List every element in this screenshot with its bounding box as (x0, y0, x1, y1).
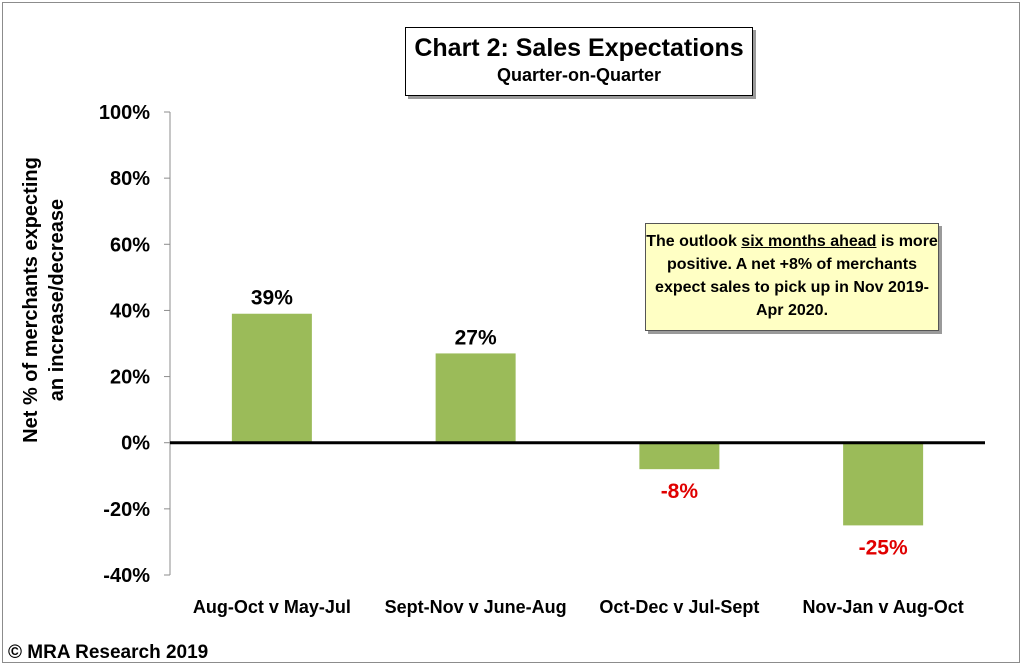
x-category-label: Aug-Oct v May-Jul (193, 597, 351, 617)
x-category-label: Nov-Jan v Aug-Oct (802, 597, 963, 617)
y-axis-label-line-2: an increase/decrease (46, 198, 68, 402)
y-tick-label: 100% (99, 102, 150, 124)
title-box: Chart 2: Sales Expectations Quarter-on-Q… (405, 27, 753, 96)
annotation-text-end: is more positive. A net +8% of merchants… (655, 233, 938, 319)
y-tick-label: 80% (110, 168, 150, 190)
x-category-label: Oct-Dec v Jul-Sept (599, 597, 759, 617)
bar (639, 442, 720, 470)
data-label: 27% (455, 326, 497, 349)
x-category-label: Sept-Nov v June-Aug (385, 597, 567, 617)
copyright-footer: © MRA Research 2019 (8, 642, 209, 663)
y-tick-label: 20% (110, 367, 150, 389)
y-tick-label: 0% (121, 433, 150, 455)
chart-subtitle: Quarter-on-Quarter (496, 65, 662, 85)
bar (435, 353, 516, 443)
y-tick-label: -40% (103, 565, 150, 587)
annotation-underlined-text: six months ahead (741, 233, 877, 250)
data-label: 39% (251, 287, 293, 310)
data-label: -25% (859, 536, 908, 559)
chart-title: Chart 2: Sales Expectations (414, 34, 744, 62)
y-tick-label: 60% (110, 234, 150, 256)
annotation-text-start: The outlook (646, 233, 742, 250)
bar (843, 442, 924, 526)
y-tick-label: 40% (110, 300, 150, 322)
y-axis-label-line-1: Net % of merchants expecting (20, 157, 42, 443)
annotation-box: The outlook six months ahead is more pos… (645, 223, 939, 331)
bar (231, 313, 312, 443)
data-label: -8% (661, 480, 699, 503)
y-tick-label: -20% (103, 499, 150, 521)
